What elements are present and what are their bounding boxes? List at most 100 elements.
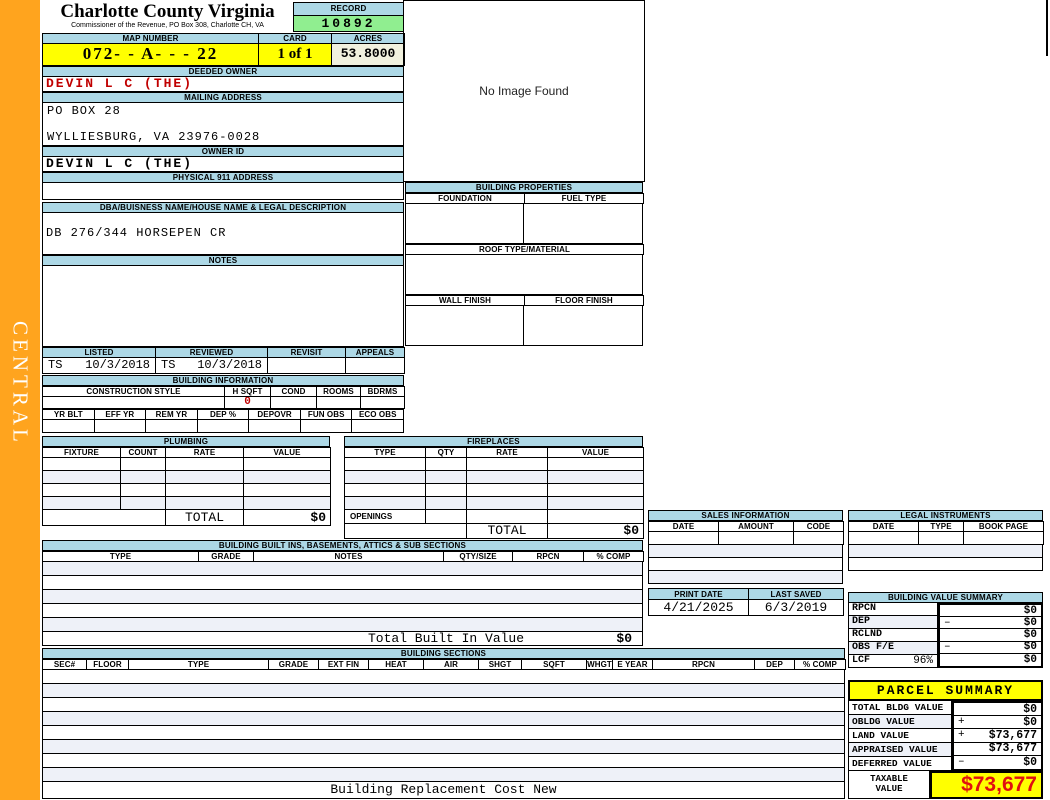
- building-value-summary-panel: BUILDING VALUE SUMMARY RPCN DEP RCLND OB…: [848, 592, 1043, 668]
- h-sqft-value: 0: [225, 397, 271, 409]
- col-header: RATE: [467, 447, 548, 458]
- wall-floor-headers: WALL FINISH FLOOR FINISH: [405, 295, 644, 306]
- building-properties-panel: BUILDING PROPERTIES FOUNDATION FUEL TYPE…: [405, 182, 644, 346]
- table-cell: [345, 458, 426, 471]
- col-header: FLOOR: [87, 659, 129, 670]
- table-cell: [43, 471, 121, 484]
- col-header: HEAT: [369, 659, 424, 670]
- col-header: DATE: [849, 521, 919, 532]
- sales-column-headers: DATE AMOUNT CODE: [648, 521, 844, 532]
- revisit-value: [268, 358, 346, 374]
- print-date-value: 4/21/2025: [649, 600, 749, 616]
- col-header: GRADE: [269, 659, 319, 670]
- floor-finish-value: [524, 306, 642, 345]
- bvs-value: $0: [1023, 617, 1037, 629]
- table-cell: [467, 471, 548, 484]
- table-cell: [345, 497, 426, 510]
- table-row: [648, 545, 843, 558]
- bdrms-header: BDRMS: [361, 386, 405, 397]
- deeded-owner-header: DEEDED OWNER: [42, 66, 404, 77]
- instruments-column-headers: DATE TYPE BOOK PAGE: [848, 521, 1044, 532]
- commissioner-line: Commissioner of the Revenue, PO Box 308,…: [71, 22, 264, 29]
- table-cell: [964, 532, 1044, 545]
- fireplaces-openings-row: OPENINGS: [344, 510, 644, 524]
- parcel-value-cell: $73,677: [954, 743, 1041, 756]
- table-row: [42, 590, 643, 604]
- parcel-value-cell: $0: [954, 703, 1041, 717]
- table-row: [848, 532, 1044, 545]
- map-number-value: 072- - A- - - 22: [43, 44, 259, 66]
- table-cell: [121, 484, 166, 497]
- district-label: CENTRAL: [8, 320, 33, 446]
- table-cell: [426, 497, 467, 510]
- fireplaces-table: FIREPLACES TYPE QTY RATE VALUE OPENINGS …: [344, 436, 644, 539]
- col-header: FIXTURE: [43, 447, 121, 458]
- building-sections-table: BUILDING SECTIONS SEC# FLOOR TYPE GRADE …: [42, 648, 846, 799]
- bvs-value-cell: – $0: [940, 617, 1041, 630]
- parcel-row-label: DEFERRED VALUE: [848, 757, 952, 771]
- print-saved-headers: PRINT DATE LAST SAVED: [648, 588, 844, 600]
- depovr-value: [249, 420, 301, 433]
- parcel-op: +: [958, 716, 965, 729]
- card-header: CARD: [259, 33, 332, 44]
- county-title: Charlotte County Virginia: [60, 1, 275, 22]
- physical-911-value: [42, 183, 404, 200]
- sales-information-header: SALES INFORMATION: [648, 510, 843, 521]
- table-cell: [43, 510, 166, 526]
- cond-value: [271, 397, 317, 409]
- roof-type-value: [405, 255, 643, 295]
- table-row: [648, 532, 844, 545]
- taxable-label-line2: VALUE: [875, 784, 903, 794]
- construction-style-value: [43, 397, 225, 409]
- table-cell: [121, 497, 166, 510]
- listed-date: 10/3/2018: [85, 358, 150, 372]
- building-info-header-row2: YR BLT EFF YR REM YR DEP % DEPOVR FUN OB…: [42, 409, 405, 420]
- table-cell: [345, 524, 467, 539]
- plumbing-total-label: TOTAL: [166, 510, 244, 526]
- taxable-label-cell: TAXABLE VALUE: [848, 771, 930, 799]
- floor-finish-header: FLOOR FINISH: [525, 295, 644, 306]
- eco-obs-header: ECO OBS: [352, 409, 405, 420]
- reviewed-date: 10/3/2018: [197, 358, 262, 372]
- parcel-value: $0: [1023, 716, 1037, 729]
- reviewed-by: TS: [161, 358, 176, 372]
- table-row: [42, 670, 845, 684]
- plumbing-total-value: $0: [244, 510, 331, 526]
- table-cell: [426, 510, 467, 524]
- plumbing-total-row: TOTAL $0: [42, 510, 331, 526]
- card-value: 1 of 1: [259, 44, 332, 66]
- col-header: DATE: [649, 521, 719, 532]
- table-row: [42, 754, 845, 768]
- bvs-value-cell: $0: [940, 605, 1041, 618]
- col-header: BOOK PAGE: [964, 521, 1044, 532]
- cond-header: COND: [271, 386, 317, 397]
- col-header: TYPE: [345, 447, 426, 458]
- table-row: [42, 471, 331, 484]
- roof-type-header: ROOF TYPE/MATERIAL: [406, 244, 644, 255]
- parcel-row-label: OBLDG VALUE: [848, 715, 952, 729]
- table-cell: [244, 458, 331, 471]
- spacer: [43, 632, 368, 645]
- col-header: SEC#: [43, 659, 87, 670]
- roof-header-row: ROOF TYPE/MATERIAL: [405, 244, 644, 255]
- fireplaces-header: FIREPLACES: [344, 436, 643, 447]
- table-cell: [548, 471, 644, 484]
- reviewed-value: TS 10/3/2018: [156, 358, 268, 374]
- parcel-value: $73,677: [988, 729, 1037, 742]
- bvs-label-column: RPCN DEP RCLND OBS F/E LCF 96%: [848, 603, 938, 668]
- eff-yr-header: EFF YR: [94, 409, 147, 420]
- parcel-value-column: $0 + $0 + $73,677 $73,677 – $0: [952, 701, 1043, 771]
- table-cell: [166, 471, 244, 484]
- building-sections-footer: Building Replacement Cost New: [42, 782, 845, 799]
- parcel-value: $0: [1023, 755, 1037, 769]
- page-edge-line: [1046, 0, 1048, 56]
- parcel-value-cell: + $0: [954, 716, 1041, 730]
- rooms-header: ROOMS: [317, 386, 361, 397]
- table-cell: [548, 497, 644, 510]
- parcel-row-label: LAND VALUE: [848, 729, 952, 743]
- table-row: [42, 618, 643, 632]
- col-header: TYPE: [43, 551, 199, 562]
- table-row: [42, 497, 331, 510]
- bvs-op: –: [944, 641, 951, 654]
- table-row: [648, 558, 843, 571]
